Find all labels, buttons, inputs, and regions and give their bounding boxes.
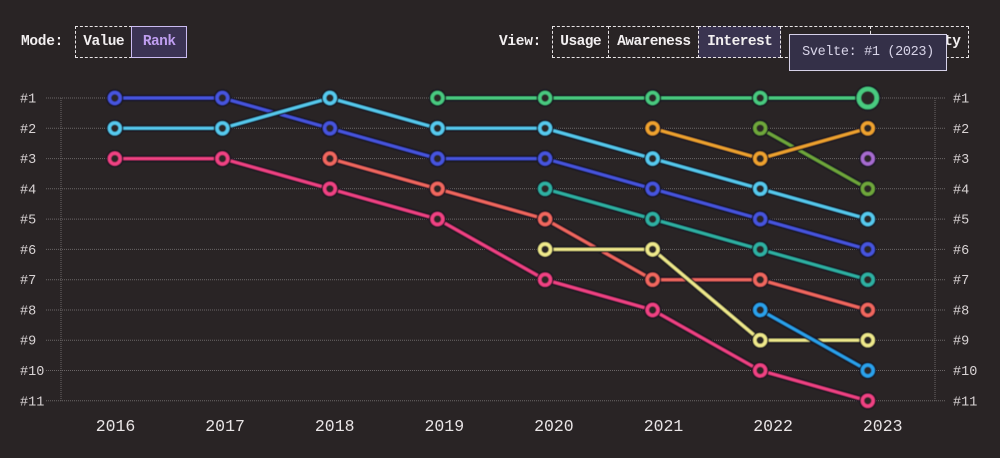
svg-text:#3: #3 (20, 153, 36, 168)
svg-text:#9: #9 (20, 335, 36, 350)
svg-text:#1: #1 (20, 93, 36, 108)
svg-text:#2: #2 (20, 123, 36, 138)
svg-text:#1: #1 (953, 93, 969, 108)
svg-text:2016: 2016 (96, 417, 136, 436)
svg-text:#9: #9 (953, 335, 969, 350)
svg-text:#5: #5 (953, 214, 969, 229)
svg-text:#4: #4 (953, 183, 969, 198)
svg-text:#10: #10 (953, 365, 977, 380)
svg-text:2017: 2017 (205, 417, 245, 436)
svg-text:#5: #5 (20, 214, 36, 229)
svg-text:#10: #10 (20, 365, 44, 380)
svg-text:#6: #6 (953, 244, 969, 259)
svg-text:#7: #7 (953, 274, 969, 289)
svg-text:2021: 2021 (644, 417, 684, 436)
svg-text:#6: #6 (20, 244, 36, 259)
svg-text:#4: #4 (20, 183, 36, 198)
svg-text:2019: 2019 (424, 417, 464, 436)
svg-text:2022: 2022 (753, 417, 793, 436)
svg-text:2018: 2018 (315, 417, 355, 436)
svg-text:#11: #11 (953, 395, 977, 410)
svg-text:2020: 2020 (534, 417, 574, 436)
svg-text:#7: #7 (20, 274, 36, 289)
svg-text:#11: #11 (20, 395, 44, 410)
svg-text:#8: #8 (20, 305, 36, 320)
svg-text:2023: 2023 (863, 417, 903, 436)
svg-text:#8: #8 (953, 305, 969, 320)
svg-text:#2: #2 (953, 123, 969, 138)
svg-text:#3: #3 (953, 153, 969, 168)
